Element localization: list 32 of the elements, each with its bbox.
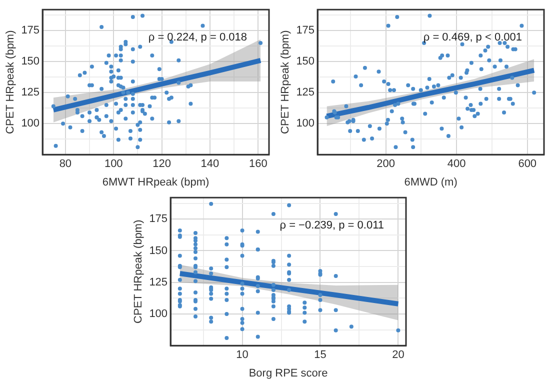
- y-tick-label: 100: [21, 118, 40, 130]
- x-tick-label: 120: [152, 158, 171, 170]
- x-tick-label: 600: [518, 158, 537, 170]
- y-tick-label: 150: [21, 56, 40, 68]
- y-tick-label: 125: [296, 86, 315, 99]
- x-axis-title: 6MWD (m): [404, 176, 458, 188]
- x-tick-label: 200: [376, 158, 396, 170]
- y-tick-label: 150: [149, 244, 168, 257]
- y-axis-title: CPET HRpeak (bpm): [132, 220, 145, 324]
- y-tick-label: 100: [149, 308, 168, 320]
- y-tick-label: 175: [296, 24, 315, 37]
- x-tick-label: 140: [200, 158, 220, 170]
- x-axis-title: 6MWT HRpeak (bpm): [102, 176, 210, 188]
- y-axis-title: CPET HRpeak (bpm): [280, 30, 292, 134]
- x-axis-title: Borg RPE score: [248, 367, 328, 380]
- x-tick-label: 10: [236, 349, 248, 362]
- x-tick-label: 160: [248, 158, 268, 170]
- y-tick-label: 175: [21, 24, 40, 37]
- annotation: ρ = 0.224, p = 0.018: [148, 32, 247, 44]
- annotation: ρ = 0.469, p < 0.001: [423, 32, 522, 44]
- y-tick-label: 150: [296, 56, 315, 68]
- x-tick-label: 15: [314, 349, 326, 362]
- y-tick-label: 175: [149, 213, 168, 226]
- x-tick-label: 100: [104, 158, 123, 170]
- y-tick-label: 100: [296, 118, 315, 130]
- y-tick-label: 125: [149, 276, 168, 288]
- x-tick-label: 20: [392, 349, 404, 362]
- x-tick-label: 400: [447, 158, 466, 170]
- y-tick-label: 125: [21, 86, 40, 99]
- annotation: ρ = −0.239, p = 0.011: [280, 220, 384, 232]
- x-tick-label: 80: [59, 158, 72, 170]
- y-axis-title: CPET HRpeak (bpm): [4, 30, 17, 134]
